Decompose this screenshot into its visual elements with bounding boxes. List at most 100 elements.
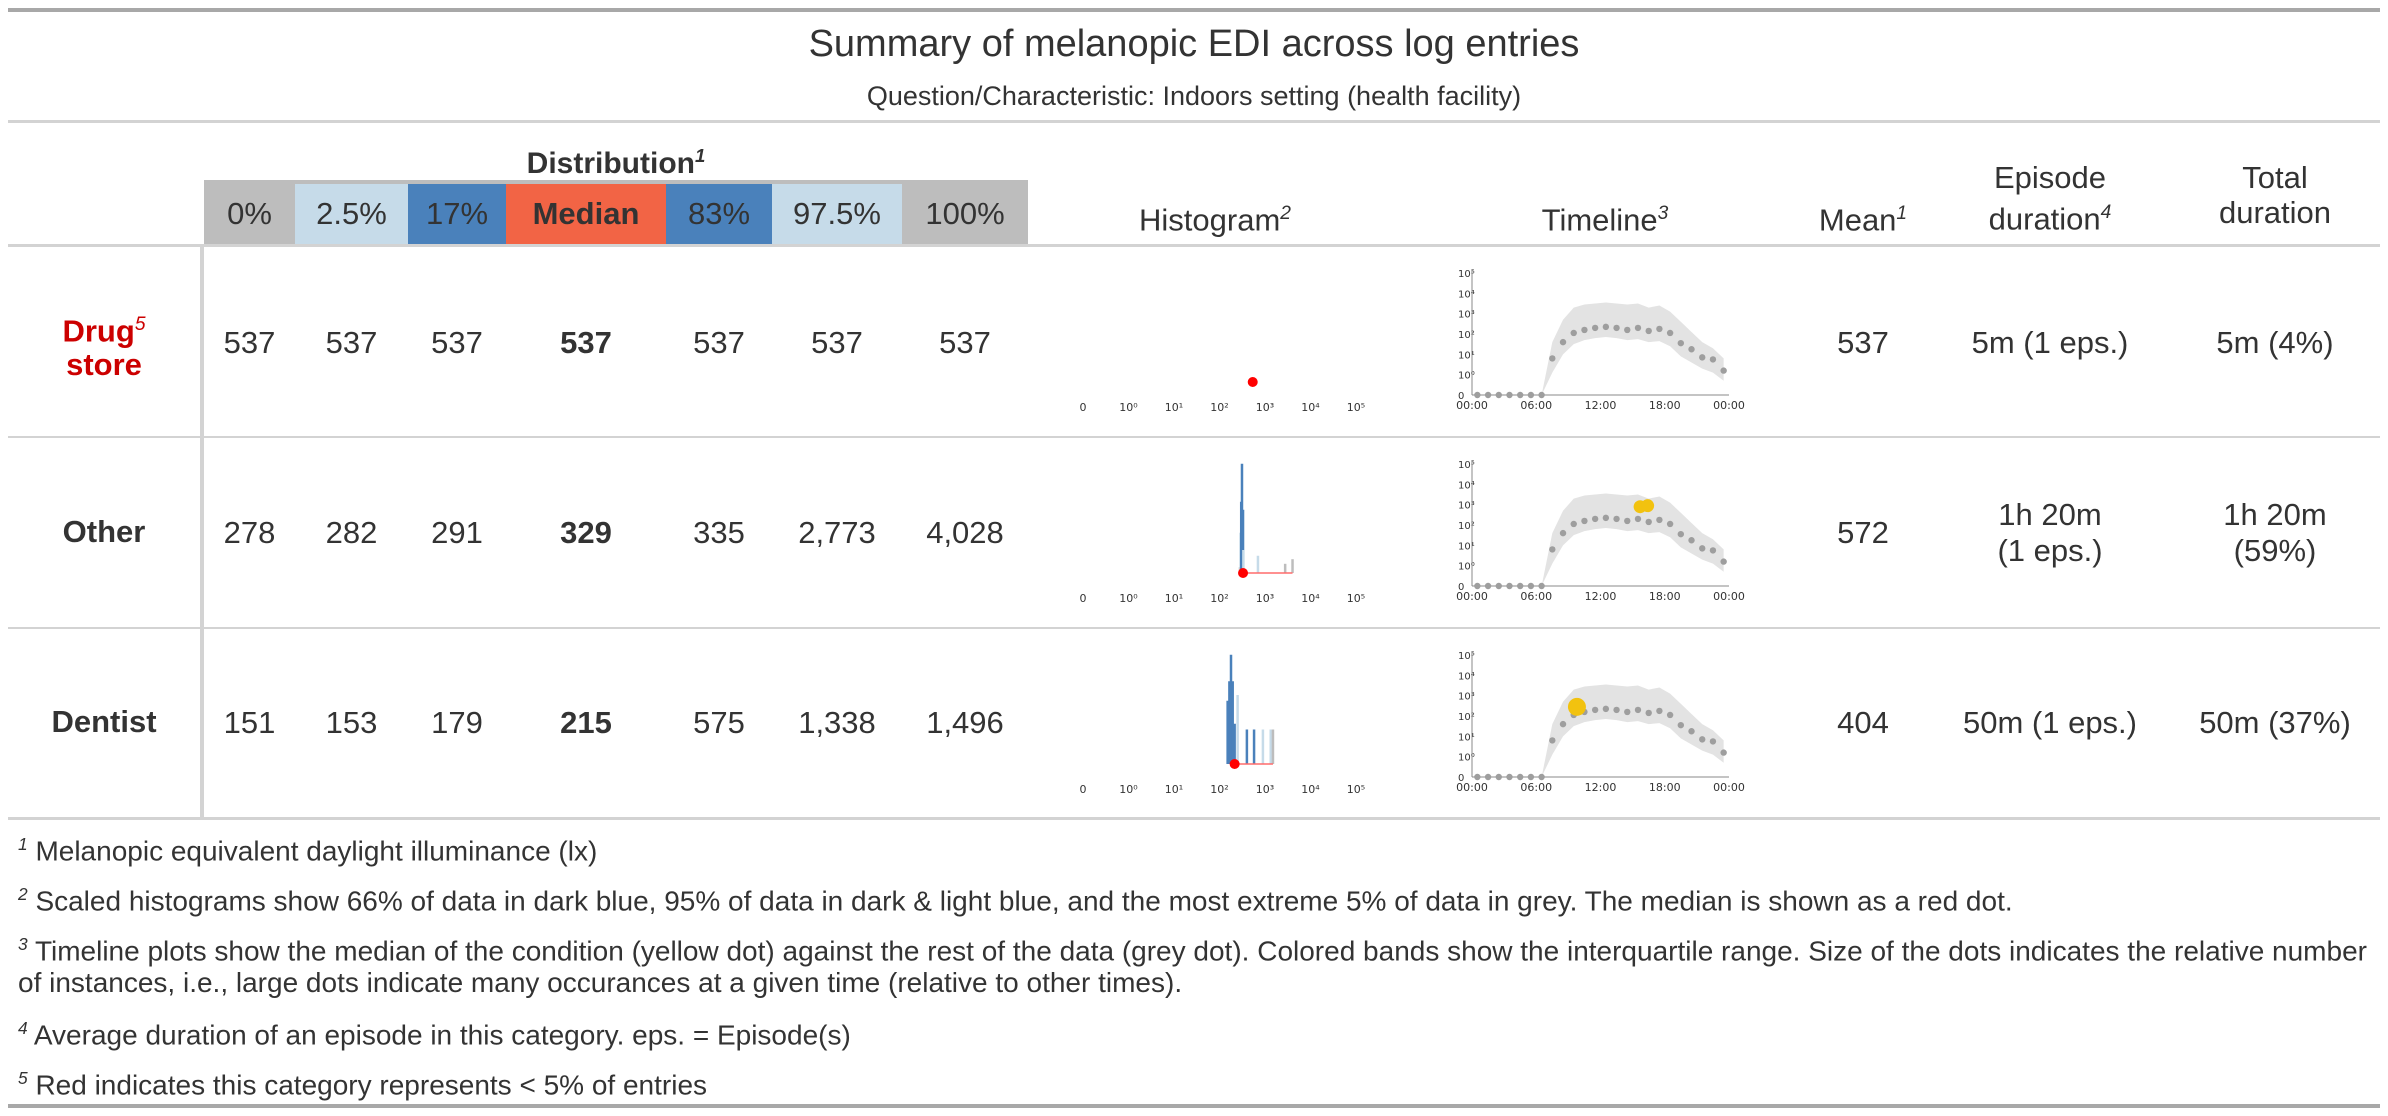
q6-cell: 1,496 bbox=[926, 705, 1004, 740]
timeline-median-dot bbox=[1506, 391, 1513, 399]
q5-cell: 1,338 bbox=[798, 705, 876, 740]
histogram-x-tick-label: 10⁰ bbox=[1119, 783, 1138, 796]
timeline-median-dot bbox=[1474, 582, 1481, 590]
row-rule bbox=[8, 436, 2380, 438]
histogram-x-tick-label: 10³ bbox=[1256, 592, 1274, 605]
timeline-x-tick-label: 18:00 bbox=[1649, 399, 1681, 412]
timeline-y-tick-label: 10¹ bbox=[1458, 541, 1475, 552]
timeline-median-dot bbox=[1645, 327, 1652, 335]
row-label-line2: store bbox=[66, 347, 142, 383]
timeline-median-dot bbox=[1495, 773, 1502, 781]
episode-line: 50m (1 eps.) bbox=[1962, 705, 2137, 740]
timeline-x-tick-label: 06:00 bbox=[1520, 399, 1552, 412]
timeline-median-dot bbox=[1591, 706, 1599, 714]
q6-cell: 4,028 bbox=[926, 515, 1004, 550]
median-cell: 537 bbox=[560, 325, 612, 360]
timeline-median-dot bbox=[1602, 705, 1610, 713]
timeline-median-dot bbox=[1538, 773, 1545, 781]
timeline-median-dot bbox=[1613, 515, 1620, 523]
total-cell: 5m (4%) bbox=[2170, 325, 2380, 361]
timeline-median-dot bbox=[1602, 514, 1610, 522]
mean-footnote-mark: 1 bbox=[1896, 203, 1908, 224]
timeline-median-dot bbox=[1516, 391, 1524, 399]
mean-cell: 537 bbox=[1837, 325, 1889, 360]
timeline-iqr-band bbox=[1477, 493, 1724, 586]
footnote-text: Average duration of an episode in this c… bbox=[33, 1019, 851, 1051]
timeline-median-dot bbox=[1549, 737, 1556, 744]
timeline-y-tick-label: 10¹ bbox=[1458, 732, 1475, 743]
timeline-median-dot bbox=[1506, 582, 1513, 590]
timeline-median-dot bbox=[1666, 520, 1674, 528]
total-header-line1: Total bbox=[2242, 160, 2308, 195]
timeline-x-tick-label: 18:00 bbox=[1649, 590, 1681, 603]
episode-header-line1: Episode bbox=[1993, 160, 2107, 195]
footnote-mark: 4 bbox=[18, 1018, 28, 1038]
timeline-x-tick-label: 00:00 bbox=[1713, 781, 1745, 794]
timeline-y-tick-label: 10⁴ bbox=[1458, 480, 1475, 491]
row-label-footnote-mark: 5 bbox=[134, 314, 146, 335]
histogram-x-tick-label: 10⁵ bbox=[1347, 592, 1365, 605]
episode-duration-header: Episode duration4 bbox=[1940, 160, 2160, 236]
timeline-x-tick-label: 06:00 bbox=[1520, 781, 1552, 794]
timeline-median-dot bbox=[1602, 323, 1610, 331]
histogram-x-tick-label: 0 bbox=[1080, 783, 1087, 796]
histogram-x-tick-label: 10¹ bbox=[1165, 592, 1183, 605]
histogram-label: Histogram bbox=[1139, 202, 1281, 238]
timeline-median-dot bbox=[1495, 582, 1502, 590]
quantile-header-17: 17% bbox=[408, 184, 506, 244]
footnote-text: Scaled histograms show 66% of data in da… bbox=[35, 885, 2013, 917]
histogram-x-tick-label: 0 bbox=[1080, 592, 1087, 605]
timeline-median-dot bbox=[1559, 338, 1567, 346]
bottom-rule bbox=[8, 1104, 2380, 1108]
histogram-x-tick-label: 10⁴ bbox=[1301, 592, 1320, 605]
total-cell: 1h 20m (59%) bbox=[2170, 497, 2380, 569]
timeline-median-dot bbox=[1538, 582, 1545, 590]
timeline-label: Timeline bbox=[1541, 202, 1658, 238]
top-rule bbox=[8, 8, 2380, 12]
timeline-median-dot bbox=[1570, 520, 1577, 528]
timeline-median-dot bbox=[1666, 329, 1674, 337]
histogram-median-dot bbox=[1238, 568, 1249, 578]
footnote-2: 2 Scaled histograms show 66% of data in … bbox=[18, 878, 2368, 917]
footnote-text: Melanopic equivalent daylight illuminanc… bbox=[35, 835, 598, 867]
q2-cell: 291 bbox=[431, 515, 483, 550]
episode-cell: 5m (1 eps.) bbox=[1940, 325, 2160, 361]
timeline-median-dot bbox=[1656, 516, 1663, 524]
timeline-condition-dot bbox=[1567, 697, 1586, 716]
timeline-y-tick-label: 10⁰ bbox=[1458, 562, 1475, 573]
timeline-median-dot bbox=[1559, 529, 1567, 537]
quantile-header-97-5: 97.5% bbox=[772, 184, 902, 244]
timeline-y-tick-label: 10² bbox=[1458, 330, 1475, 341]
median-cell: 329 bbox=[560, 515, 612, 550]
footnote-text: Red indicates this category represents <… bbox=[35, 1069, 708, 1101]
timeline-y-tick-label: 10² bbox=[1458, 521, 1475, 532]
timeline-median-dot bbox=[1484, 391, 1492, 399]
timeline-median-dot bbox=[1527, 582, 1535, 590]
episode-line: 5m (1 eps.) bbox=[1971, 325, 2129, 360]
histogram-footnote-mark: 2 bbox=[1280, 203, 1291, 224]
histogram-x-tick-label: 10² bbox=[1210, 783, 1228, 796]
row-label-drug-store: Drug5 store bbox=[8, 308, 200, 382]
timeline-median-dot bbox=[1570, 329, 1577, 337]
q4-cell: 537 bbox=[693, 325, 745, 360]
episode-footnote-mark: 4 bbox=[2100, 202, 2112, 223]
timeline-y-tick-label: 10³ bbox=[1458, 692, 1475, 703]
footnote-mark: 2 bbox=[18, 884, 28, 904]
distribution-underline bbox=[204, 180, 1028, 184]
row-label-other: Other bbox=[8, 515, 200, 549]
histogram-x-tick-label: 10³ bbox=[1256, 401, 1274, 414]
footnote-5: 5 Red indicates this category represents… bbox=[18, 1062, 2368, 1101]
histogram-x-tick-label: 10⁴ bbox=[1301, 401, 1320, 414]
footnote-3: 3 Timeline plots show the median of the … bbox=[18, 928, 2368, 999]
timeline-median-dot bbox=[1527, 773, 1535, 781]
episode-line: (1 eps.) bbox=[1997, 533, 2103, 568]
distribution-footnote-mark: 1 bbox=[694, 145, 706, 166]
timeline-median-dot bbox=[1709, 356, 1717, 363]
timeline-median-dot bbox=[1527, 391, 1535, 399]
histogram-x-tick-label: 10¹ bbox=[1165, 401, 1183, 414]
timeline-median-dot bbox=[1645, 518, 1652, 526]
q4-cell: 575 bbox=[693, 705, 745, 740]
title-rule bbox=[8, 120, 2380, 123]
row-label-text: Other bbox=[62, 514, 146, 549]
q0-cell: 151 bbox=[223, 705, 276, 740]
